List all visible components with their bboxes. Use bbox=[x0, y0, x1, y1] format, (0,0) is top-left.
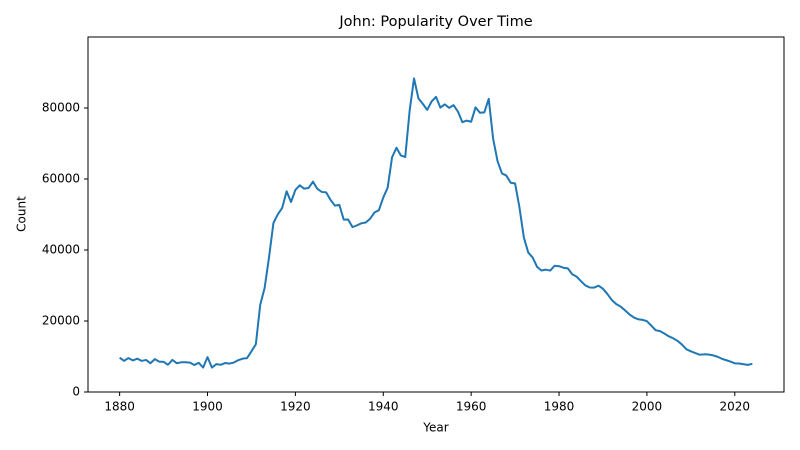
y-tick-label: 80000 bbox=[42, 101, 80, 115]
x-tick-label: 1880 bbox=[104, 400, 135, 414]
x-tick-label: 1940 bbox=[368, 400, 399, 414]
data-line bbox=[119, 77, 753, 369]
x-axis-label: Year bbox=[422, 421, 448, 435]
x-tick-label: 1980 bbox=[544, 400, 575, 414]
x-tick-label: 2000 bbox=[632, 400, 663, 414]
x-tick-label: 1900 bbox=[192, 400, 223, 414]
plot-frame bbox=[87, 36, 785, 393]
y-tick-label: 20000 bbox=[42, 314, 80, 328]
x-tick-label: 1920 bbox=[280, 400, 311, 414]
y-axis-label: Count bbox=[15, 196, 29, 232]
chart-title: John: Popularity Over Time bbox=[338, 14, 532, 30]
y-tick-label: 60000 bbox=[42, 172, 80, 186]
y-tick-label: 40000 bbox=[42, 243, 80, 257]
x-tick-label: 1960 bbox=[456, 400, 487, 414]
x-tick-label: 2020 bbox=[720, 400, 751, 414]
y-tick-label: 0 bbox=[72, 385, 80, 399]
